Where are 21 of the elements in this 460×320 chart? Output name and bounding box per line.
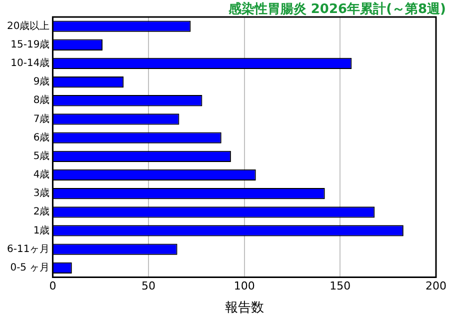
- y-tick-label: 2歳: [33, 206, 50, 218]
- x-tick-label: 50: [142, 280, 156, 293]
- y-tick-label: 9歳: [33, 76, 50, 88]
- y-tick-label: 6-11ヶ月: [7, 244, 50, 255]
- y-tick-label: 8歳: [33, 94, 50, 106]
- x-tick-label: 200: [426, 280, 446, 293]
- y-tick-label: 0-5 ヶ月: [10, 262, 50, 274]
- y-tick-label: 5歳: [33, 150, 50, 162]
- y-tick-label: 4歳: [33, 168, 50, 181]
- y-tick-label: 7歳: [33, 112, 50, 125]
- y-tick-label: 3歳: [33, 187, 50, 200]
- x-tick-label: 0: [49, 280, 56, 293]
- chart-title: 感染性胃腸炎 2026年累計(～第8週): [228, 0, 446, 18]
- x-tick-label: 150: [330, 280, 351, 293]
- y-tick-label: 20歳以上: [6, 20, 50, 32]
- x-axis-title: 報告数: [224, 300, 264, 316]
- y-tick-label: 10-14歳: [10, 57, 50, 70]
- x-tick-label: 100: [234, 280, 255, 293]
- y-tick-label: 1歳: [33, 224, 50, 236]
- y-tick-label: 15-19歳: [10, 38, 50, 50]
- y-tick-label: 6歳: [33, 131, 50, 144]
